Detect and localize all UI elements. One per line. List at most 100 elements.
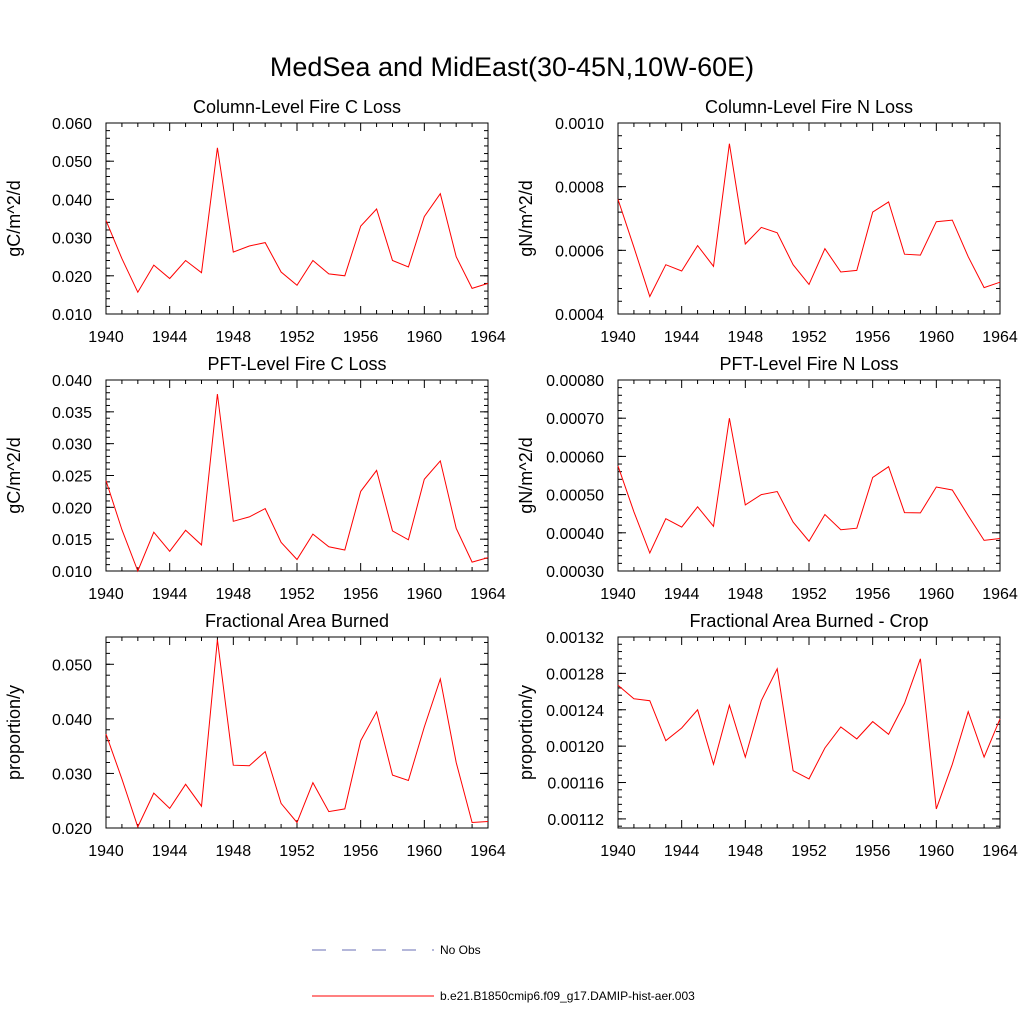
- y-tick-label: 0.00132: [546, 630, 604, 647]
- y-tick-label: 0.060: [52, 116, 92, 133]
- y-tick-label: 0.030: [52, 231, 92, 248]
- x-tick-label: 1952: [279, 329, 315, 346]
- x-tick-label: 1960: [407, 586, 443, 603]
- x-tick-label: 1960: [919, 329, 955, 346]
- panel-title: PFT-Level Fire N Loss: [719, 354, 898, 374]
- y-tick-label: 0.020: [52, 821, 92, 838]
- x-tick-label: 1964: [982, 329, 1018, 346]
- x-tick-label: 1964: [982, 843, 1018, 860]
- x-tick-label: 1956: [343, 843, 379, 860]
- x-tick-label: 1964: [470, 586, 506, 603]
- x-tick-label: 1940: [88, 329, 124, 346]
- x-tick-label: 1948: [728, 843, 764, 860]
- y-axis-label: gN/m^2/d: [516, 437, 536, 513]
- panels: Column-Level Fire C Loss gC/m^2/d 1940 1944…: [4, 97, 1018, 860]
- x-tick-label: 1952: [791, 329, 827, 346]
- legend: No Obs b.e21.B1850cmip6.f09_g17.DAMIP-hi…: [312, 943, 695, 1003]
- series-line: [617, 418, 1001, 555]
- y-axis-label: gC/m^2/d: [4, 437, 24, 513]
- x-tick-label: 1948: [728, 329, 764, 346]
- x-tick-label: 1964: [470, 329, 506, 346]
- series-line: [617, 143, 1001, 298]
- x-tick-label: 1952: [791, 843, 827, 860]
- x-tick-label: 1944: [152, 586, 188, 603]
- x-tick-label: 1948: [216, 843, 252, 860]
- x-tick-label: 1940: [600, 843, 636, 860]
- panel-5: Fractional Area Burned proportion/y 1940 19…: [4, 611, 506, 860]
- panel-title: Column-Level Fire N Loss: [705, 97, 913, 117]
- x-tick-label: 1944: [664, 586, 700, 603]
- y-tick-label: 0.00128: [546, 666, 604, 683]
- series-line: [105, 393, 489, 573]
- y-tick-label: 0.010: [52, 307, 92, 324]
- y-tick-label: 0.00080: [546, 373, 604, 390]
- y-tick-label: 0.035: [52, 405, 92, 422]
- series-line: [105, 639, 489, 829]
- x-tick-label: 1940: [88, 843, 124, 860]
- y-tick-label: 0.00060: [546, 449, 604, 466]
- y-tick-label: 0.025: [52, 469, 92, 486]
- y-tick-label: 0.00030: [546, 564, 604, 581]
- y-tick-label: 0.00040: [546, 526, 604, 543]
- x-tick-label: 1964: [982, 586, 1018, 603]
- x-tick-label: 1956: [343, 586, 379, 603]
- x-tick-label: 1964: [470, 843, 506, 860]
- y-axis-label: proportion/y: [4, 685, 24, 780]
- x-tick-label: 1948: [216, 586, 252, 603]
- panel-4: PFT-Level Fire N Loss gN/m^2/d 1940 1944 194…: [516, 354, 1018, 603]
- x-tick-label: 1940: [600, 329, 636, 346]
- y-axis-label: gC/m^2/d: [4, 180, 24, 256]
- y-axis-label: proportion/y: [516, 685, 536, 780]
- y-tick-label: 0.00050: [546, 488, 604, 505]
- y-tick-label: 0.030: [52, 766, 92, 783]
- x-tick-label: 1960: [407, 329, 443, 346]
- y-tick-label: 0.050: [52, 657, 92, 674]
- plot-frame: [105, 636, 489, 829]
- y-tick-label: 0.0008: [555, 180, 604, 197]
- y-tick-label: 0.015: [52, 532, 92, 549]
- y-tick-label: 0.0010: [555, 116, 604, 133]
- figure-title: MedSea and MidEast(30-45N,10W-60E): [270, 52, 754, 82]
- y-tick-label: 0.040: [52, 712, 92, 729]
- y-tick-label: 0.040: [52, 373, 92, 390]
- x-tick-label: 1956: [855, 329, 891, 346]
- y-tick-label: 0.010: [52, 564, 92, 581]
- legend-model-label: b.e21.B1850cmip6.f09_g17.DAMIP-hist-aer.…: [440, 989, 695, 1003]
- y-axis-label: gN/m^2/d: [516, 180, 536, 256]
- panel-3: PFT-Level Fire C Loss gC/m^2/d 1940 1944 194…: [4, 354, 506, 603]
- series-line: [617, 658, 1001, 810]
- panel-title: Fractional Area Burned: [205, 611, 389, 631]
- y-tick-label: 0.0004: [555, 307, 604, 324]
- x-tick-label: 1956: [343, 329, 379, 346]
- x-tick-label: 1944: [152, 329, 188, 346]
- x-tick-label: 1948: [216, 329, 252, 346]
- y-tick-label: 0.030: [52, 437, 92, 454]
- x-tick-label: 1960: [407, 843, 443, 860]
- y-tick-label: 0.00120: [546, 739, 604, 756]
- legend-obs-label: No Obs: [440, 943, 481, 957]
- y-tick-label: 0.00070: [546, 411, 604, 428]
- y-tick-label: 0.00116: [547, 776, 604, 793]
- plot-frame: [105, 379, 489, 572]
- y-tick-label: 0.00112: [547, 812, 604, 829]
- panel-1: Column-Level Fire C Loss gC/m^2/d 1940 1944…: [4, 97, 506, 346]
- x-tick-label: 1952: [791, 586, 827, 603]
- y-tick-label: 0.040: [52, 192, 92, 209]
- panel-title: PFT-Level Fire C Loss: [207, 354, 386, 374]
- series-line: [105, 147, 489, 294]
- x-tick-label: 1956: [855, 586, 891, 603]
- x-tick-label: 1944: [664, 843, 700, 860]
- x-tick-label: 1940: [600, 586, 636, 603]
- x-tick-label: 1960: [919, 843, 955, 860]
- x-tick-label: 1956: [855, 843, 891, 860]
- x-tick-label: 1960: [919, 586, 955, 603]
- y-tick-label: 0.00124: [546, 703, 604, 720]
- x-tick-label: 1948: [728, 586, 764, 603]
- y-tick-label: 0.050: [52, 154, 92, 171]
- y-tick-label: 0.020: [52, 269, 92, 286]
- y-tick-label: 0.020: [52, 500, 92, 517]
- y-tick-label: 0.0006: [555, 243, 604, 260]
- x-tick-label: 1952: [279, 586, 315, 603]
- x-tick-label: 1944: [664, 329, 700, 346]
